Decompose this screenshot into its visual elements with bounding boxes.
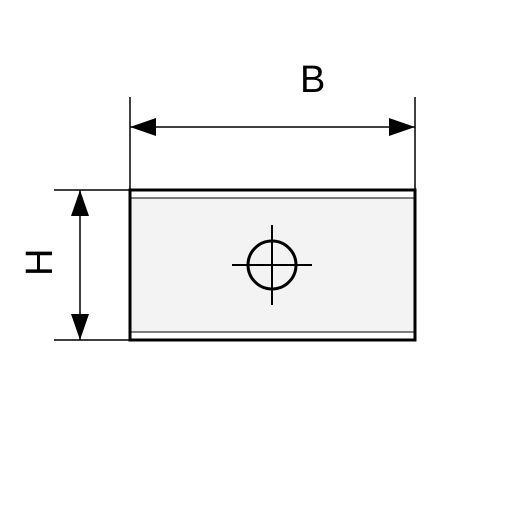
- dimB-label: B: [300, 59, 325, 101]
- dimH-arrow-top: [71, 190, 89, 216]
- dimH-label: H: [19, 249, 61, 276]
- dimH-arrow-bottom: [71, 314, 89, 340]
- dimB-arrow-left: [130, 118, 156, 136]
- technical-drawing: BH: [0, 0, 520, 520]
- dimB-arrow-right: [389, 118, 415, 136]
